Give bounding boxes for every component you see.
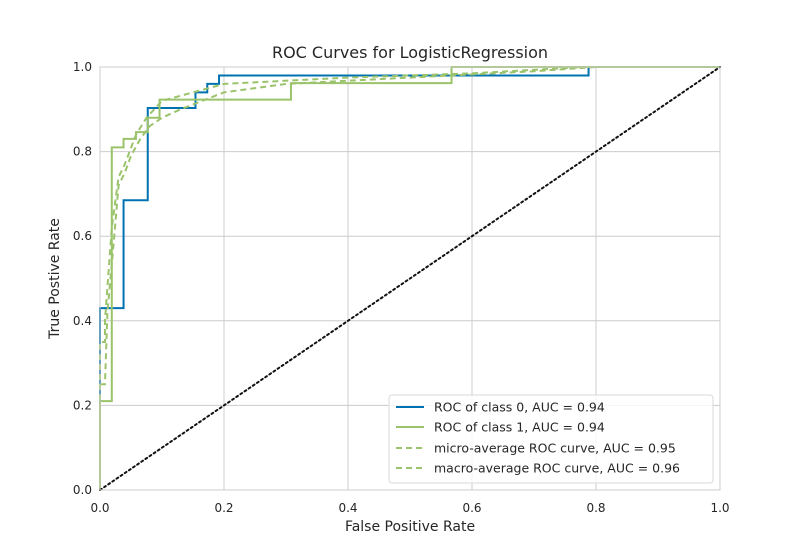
legend-entry-macro-average: macro-average ROC curve, AUC = 0.96 (434, 461, 680, 476)
x-axis-label: False Positive Rate (345, 519, 475, 535)
legend: ROC of class 0, AUC = 0.94 ROC of class … (388, 394, 714, 484)
y-tick-label: 0.2 (73, 398, 92, 412)
grid-lines (99, 66, 721, 491)
legend-entry-class-0: ROC of class 0, AUC = 0.94 (434, 400, 605, 415)
legend-entry-class-1: ROC of class 1, AUC = 0.94 (434, 420, 605, 435)
chance-diagonal-line (99, 66, 721, 491)
x-tick-label: 0.2 (214, 501, 233, 515)
macro-average-line (100, 66, 720, 386)
y-axis-label: True Postive Rate (47, 218, 63, 340)
plot-frame (99, 66, 721, 491)
micro-average-line (99, 66, 720, 490)
y-tick-label: 0.4 (73, 314, 92, 328)
chart-title: ROC Curves for LogisticRegression (272, 43, 548, 62)
series-layer (99, 66, 721, 491)
legend-entry-micro-average: micro-average ROC curve, AUC = 0.95 (434, 441, 676, 456)
x-tick-label: 0.6 (462, 501, 481, 515)
x-tick-label: 0.4 (338, 501, 357, 515)
x-tick-label: 0.8 (586, 501, 605, 515)
tick-labels: 0.0 0.2 0.4 0.6 0.8 1.0 0.0 0.2 0.4 0.6 0.8 1.0 (73, 60, 730, 515)
y-tick-label: 0.8 (73, 145, 92, 159)
x-tick-label: 1.0 (710, 501, 729, 515)
x-tick-label: 0.0 (90, 501, 109, 515)
y-tick-label: 1.0 (73, 60, 92, 74)
y-tick-label: 0.6 (73, 229, 92, 243)
y-tick-label: 0.0 (73, 483, 92, 497)
legend-box (388, 394, 714, 484)
